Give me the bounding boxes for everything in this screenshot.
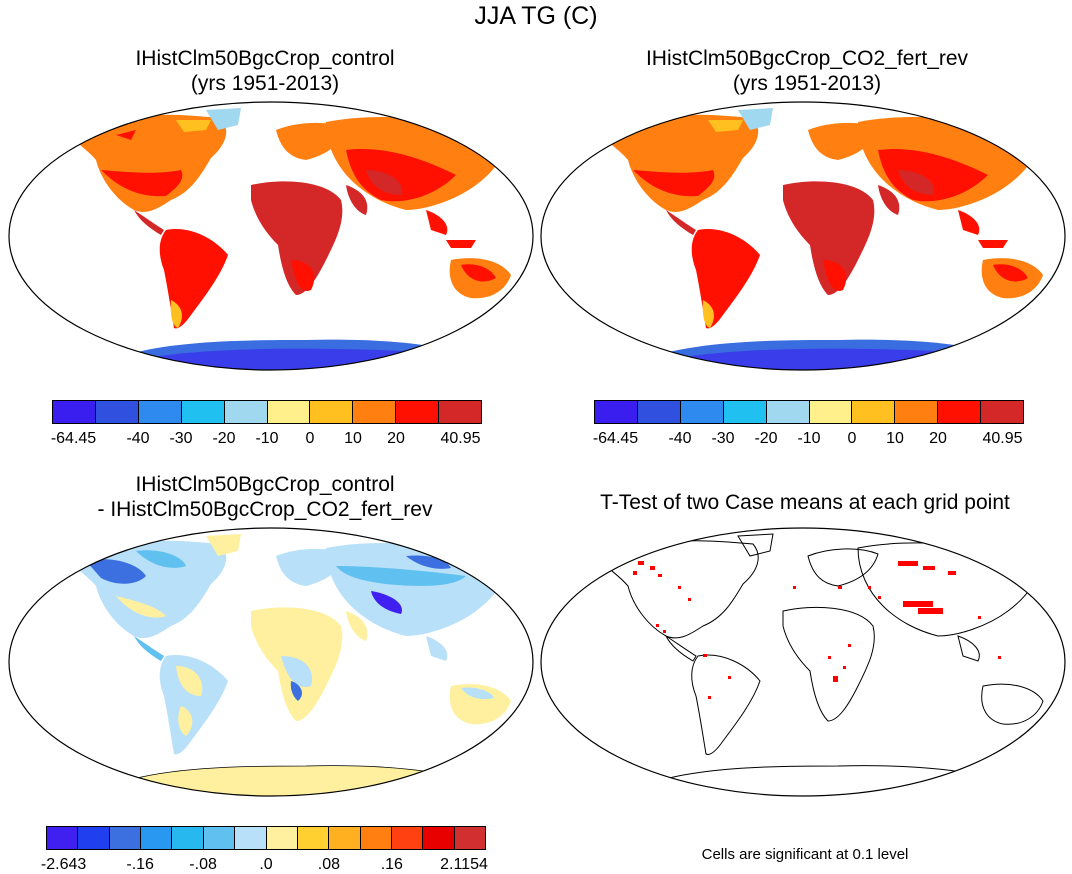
colorbar-diff <box>46 826 486 850</box>
significant-cells <box>633 561 1001 699</box>
colorbar-abs-right <box>594 400 1024 424</box>
colorbar-swatch <box>181 401 225 423</box>
panel-2-title: IHistClm50BgcCrop_CO2_fert_rev (yrs 1951… <box>562 46 1052 96</box>
colorbar-swatch <box>353 401 397 423</box>
colorbar-swatch <box>172 827 204 849</box>
colorbar-swatch <box>423 827 455 849</box>
colorbar-swatch <box>439 401 482 423</box>
colorbar-swatch <box>809 401 853 423</box>
colorbar-tick-label: 0 <box>847 430 857 447</box>
colorbar-swatch <box>981 401 1024 423</box>
australia <box>449 684 511 725</box>
north-america <box>66 114 227 212</box>
greenland <box>206 534 241 556</box>
colorbar-tick-label: 20 <box>387 430 405 447</box>
panel-4-title: T-Test of two Case means at each grid po… <box>540 490 1070 515</box>
south-america <box>691 229 760 329</box>
colorbar-swatch <box>235 827 267 849</box>
colorbar-swatch <box>266 827 298 849</box>
south-america <box>159 229 228 329</box>
colorbar-tick-label: -.16 <box>126 856 154 873</box>
panel-1-title-line1: IHistClm50BgcCrop_control <box>135 47 395 70</box>
panel-1-title-line2: (yrs 1951-2013) <box>190 72 340 95</box>
africa <box>783 181 875 295</box>
map-co2-fert-rev <box>540 101 1066 371</box>
panel-3-title-line2: - IHistClm50BgcCrop_CO2_fert_rev <box>97 498 433 521</box>
colorbar-tick-label: -.08 <box>189 856 217 873</box>
colorbar-tick-label: -40 <box>668 430 692 447</box>
map-control <box>8 101 534 371</box>
colorbar-swatch <box>938 401 982 423</box>
colorbar-tick-label: .08 <box>317 856 341 873</box>
colorbar-swatch <box>224 401 268 423</box>
panel-2-title-line1: IHistClm50BgcCrop_CO2_fert_rev <box>645 47 969 70</box>
colorbar-swatch <box>267 401 311 423</box>
colorbar-swatch <box>396 401 440 423</box>
colorbar-swatch <box>852 401 896 423</box>
colorbar-tick-label: -20 <box>212 430 236 447</box>
greenland <box>738 108 773 130</box>
colorbar-tick-label: 10 <box>344 430 362 447</box>
panel-4-title-line1: T-Test of two Case means at each grid po… <box>600 491 1010 514</box>
colorbar-swatch <box>47 827 79 849</box>
colorbar-tick-label: 20 <box>929 430 947 447</box>
colorbar-tick-label: -10 <box>797 430 821 447</box>
colorbar-tick-label: 10 <box>886 430 904 447</box>
colorbar-tick-label: -10 <box>255 430 279 447</box>
colorbar-tick-label: -64.45 <box>50 430 97 447</box>
panel-1-title: IHistClm50BgcCrop_control (yrs 1951-2013… <box>20 46 510 96</box>
colorbar-tick-label: .0 <box>259 856 273 873</box>
colorbar-abs-left <box>52 400 482 424</box>
colorbar-swatch <box>53 401 96 423</box>
colorbar-swatch <box>595 401 638 423</box>
colorbar-tick-label: 40.95 <box>982 430 1023 447</box>
colorbar-swatch <box>141 827 173 849</box>
greenland <box>206 108 241 130</box>
colorbar-swatch <box>391 827 424 849</box>
south-america <box>159 655 228 755</box>
colorbar-tick-label: -64.45 <box>592 430 639 447</box>
colorbar-tick-label: 2.1154 <box>440 856 488 873</box>
africa <box>251 181 343 295</box>
colorbar-swatch <box>109 827 142 849</box>
colorbar-swatch <box>95 401 139 423</box>
colorbar-swatch <box>680 401 724 423</box>
north-america <box>598 114 759 212</box>
colorbar-tick-label: 0 <box>305 430 315 447</box>
map-difference <box>8 527 534 797</box>
colorbar-swatch <box>329 827 361 849</box>
significance-note: Cells are significant at 0.1 level <box>701 846 909 863</box>
main-title: JJA TG (C) <box>474 2 598 30</box>
colorbar-swatch <box>637 401 681 423</box>
colorbar-swatch <box>723 401 767 423</box>
colorbar-swatch <box>360 827 392 849</box>
colorbar-swatch <box>310 401 354 423</box>
colorbar-tick-label: -30 <box>169 430 193 447</box>
panel-3-title: IHistClm50BgcCrop_control - IHistClm50Bg… <box>20 472 510 522</box>
colorbar-swatch <box>203 827 236 849</box>
colorbar-tick-label: -2.643 <box>40 856 87 873</box>
panel-2-title-line2: (yrs 1951-2013) <box>732 72 882 95</box>
colorbar-tick-label: -20 <box>754 430 778 447</box>
colorbar-tick-label: -40 <box>126 430 150 447</box>
colorbar-swatch <box>78 827 110 849</box>
colorbar-tick-label: -30 <box>711 430 735 447</box>
map-ttest <box>540 527 1066 797</box>
colorbar-swatch <box>895 401 939 423</box>
colorbar-swatch <box>766 401 810 423</box>
panel-3-title-line1: IHistClm50BgcCrop_control <box>135 473 395 496</box>
colorbar-swatch <box>297 827 330 849</box>
colorbar-tick-label: .16 <box>380 856 403 873</box>
colorbar-tick-label: 40.95 <box>440 430 481 447</box>
colorbar-swatch <box>454 827 486 849</box>
colorbar-swatch <box>138 401 182 423</box>
